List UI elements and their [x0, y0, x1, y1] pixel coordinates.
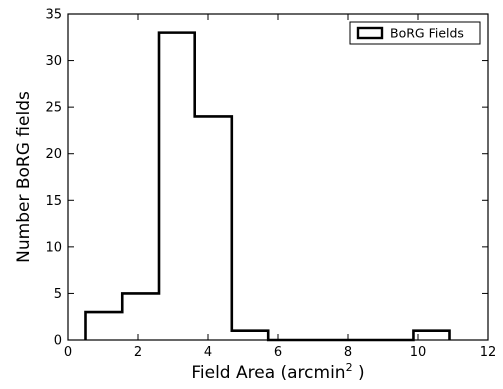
y-tick-label: 15 [45, 194, 62, 209]
x-tick-label: 6 [274, 345, 282, 360]
histogram-bin [195, 116, 232, 340]
y-tick-label: 20 [45, 147, 62, 162]
histogram-bin [159, 33, 195, 340]
histogram-bin [86, 312, 123, 340]
histogram-outline [84, 31, 451, 342]
y-tick-label: 0 [54, 334, 62, 349]
x-axis-label: Field Area (arcmin2 ) [191, 361, 364, 383]
x-tick-label: 4 [204, 345, 212, 360]
x-tick-label: 2 [134, 345, 142, 360]
x-tick-label: 12 [480, 345, 497, 360]
legend-swatch [356, 26, 384, 40]
y-tick-label: 30 [45, 54, 62, 69]
y-tick-label: 25 [45, 101, 62, 116]
histogram-bin [232, 331, 268, 340]
histogram-bin [413, 331, 449, 340]
x-axis-label-superscript: 2 [346, 361, 353, 374]
x-tick-label: 0 [64, 345, 72, 360]
y-tick-label: 5 [54, 287, 62, 302]
y-tick-label: 35 [45, 8, 62, 23]
legend-label: BoRG Fields [390, 26, 464, 41]
x-axis-label-close: ) [353, 363, 365, 383]
x-tick-label: 8 [344, 345, 352, 360]
y-tick-label: 10 [45, 240, 62, 255]
y-axis-label: Number BoRG fields [14, 91, 34, 263]
plot-frame [67, 13, 489, 341]
x-axis-label-main: Field Area (arcmin [191, 363, 345, 383]
x-tick-label: 10 [410, 345, 427, 360]
histogram-bin [122, 293, 159, 340]
